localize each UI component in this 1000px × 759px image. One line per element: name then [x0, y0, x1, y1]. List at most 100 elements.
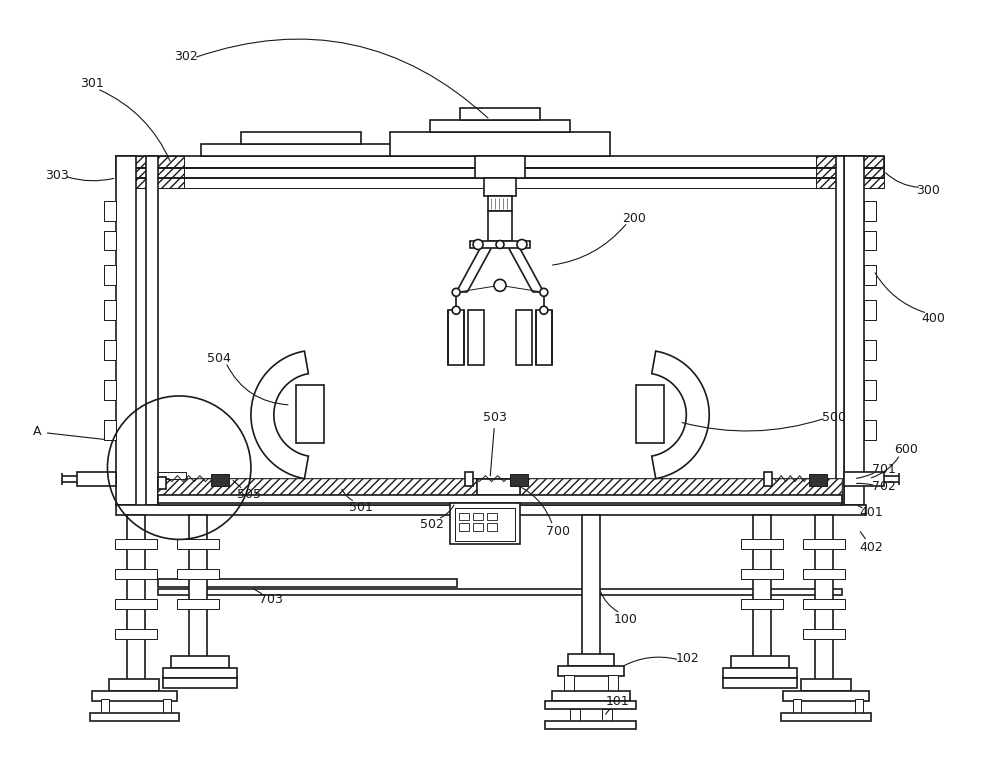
Bar	[158, 579, 457, 587]
Bar	[101, 699, 109, 713]
Bar	[516, 310, 532, 365]
Bar	[211, 474, 229, 486]
Circle shape	[494, 279, 506, 291]
Bar	[864, 301, 876, 320]
Bar	[241, 132, 361, 144]
Bar	[163, 668, 237, 678]
Bar	[864, 380, 876, 400]
Text: 703: 703	[259, 593, 283, 606]
Bar	[104, 420, 116, 439]
Text: 402: 402	[860, 541, 884, 554]
Bar	[741, 599, 783, 609]
Text: 300: 300	[916, 184, 940, 197]
Bar	[473, 512, 483, 521]
Bar	[764, 471, 772, 486]
Text: 301: 301	[80, 77, 103, 90]
Bar	[803, 629, 845, 639]
Bar	[477, 479, 520, 495]
Bar	[448, 310, 464, 365]
Bar	[570, 709, 580, 721]
Bar	[158, 479, 477, 495]
Bar	[158, 589, 842, 595]
Bar	[465, 471, 473, 486]
Bar	[171, 656, 229, 668]
Bar	[115, 569, 157, 579]
Bar	[536, 310, 552, 365]
Circle shape	[496, 241, 504, 248]
Bar	[844, 156, 864, 505]
Bar	[803, 569, 845, 579]
Circle shape	[452, 307, 460, 314]
Text: 302: 302	[174, 49, 198, 63]
Bar	[864, 340, 876, 360]
Text: 102: 102	[675, 653, 699, 666]
Bar	[158, 495, 842, 505]
Bar	[568, 654, 614, 666]
Circle shape	[473, 240, 483, 250]
Bar	[116, 505, 866, 515]
Bar	[864, 420, 876, 439]
Bar	[177, 599, 219, 609]
Bar	[77, 471, 116, 486]
Bar	[636, 385, 664, 442]
Text: 200: 200	[623, 212, 646, 225]
Bar	[803, 540, 845, 550]
Bar	[92, 691, 177, 701]
Bar	[477, 479, 520, 495]
Bar	[753, 515, 771, 664]
Bar	[552, 691, 630, 701]
Bar	[864, 231, 876, 250]
Bar	[487, 512, 497, 521]
Bar	[602, 709, 612, 721]
Text: 100: 100	[614, 613, 637, 625]
Bar	[177, 569, 219, 579]
Bar	[723, 678, 797, 688]
Bar	[741, 569, 783, 579]
Bar	[731, 656, 789, 668]
Bar	[803, 599, 845, 609]
Bar	[510, 474, 528, 486]
Bar	[116, 156, 184, 187]
Bar	[468, 310, 484, 365]
Bar	[163, 699, 171, 713]
Bar	[104, 340, 116, 360]
Bar	[844, 471, 884, 486]
Bar	[127, 515, 145, 689]
Bar	[723, 668, 797, 678]
Text: 700: 700	[546, 525, 570, 538]
Bar	[104, 301, 116, 320]
Text: 702: 702	[872, 480, 896, 493]
Bar	[104, 231, 116, 250]
Bar	[520, 479, 842, 495]
Bar	[488, 210, 512, 241]
Text: 505: 505	[237, 488, 261, 501]
Bar	[488, 196, 512, 210]
Bar	[815, 515, 833, 689]
Bar	[582, 515, 600, 659]
Text: 101: 101	[606, 695, 629, 708]
Bar	[163, 678, 237, 688]
Bar	[116, 168, 884, 178]
Bar	[450, 502, 520, 544]
Text: 600: 600	[895, 443, 918, 456]
Bar	[460, 108, 540, 120]
Bar	[487, 524, 497, 531]
Text: 502: 502	[420, 518, 444, 531]
Text: 303: 303	[45, 169, 69, 182]
Bar	[558, 666, 624, 676]
Bar	[390, 132, 610, 156]
Bar	[564, 675, 574, 691]
Bar	[470, 241, 530, 248]
Bar	[545, 701, 636, 709]
Text: 504: 504	[207, 351, 231, 364]
Bar	[545, 721, 636, 729]
Bar	[189, 515, 207, 664]
Text: 401: 401	[860, 506, 884, 519]
Bar	[115, 540, 157, 550]
Bar	[855, 699, 863, 713]
Bar	[781, 713, 871, 721]
Bar	[864, 266, 876, 285]
Circle shape	[452, 288, 460, 296]
Bar	[296, 385, 324, 442]
Text: 400: 400	[921, 312, 945, 325]
